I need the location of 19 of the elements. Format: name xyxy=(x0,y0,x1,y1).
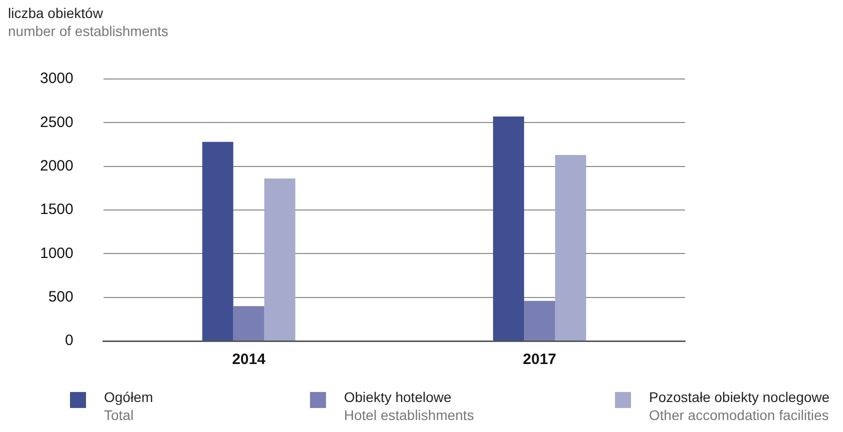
y-axis-title: liczba obiektów number of establishments xyxy=(8,4,168,40)
y-tick-label: 3000 xyxy=(40,70,74,88)
legend-label: Pozostałe obiekty noclegowe Other accomodation facilities xyxy=(649,388,830,424)
bar xyxy=(264,178,296,340)
y-tick-label: 1500 xyxy=(40,201,74,218)
bar xyxy=(493,116,524,340)
legend-label: Obiekty hotelowe Hotel establishments xyxy=(344,388,474,424)
y-tick-label: 0 xyxy=(65,332,74,350)
y-tick-label: 1000 xyxy=(40,244,74,262)
x-tick-label: 2017 xyxy=(522,351,556,368)
bar xyxy=(202,142,234,340)
bar xyxy=(524,300,556,340)
y-tick-label: 2500 xyxy=(40,114,74,131)
bar xyxy=(555,154,586,340)
legend-label: Ogółem Total xyxy=(104,388,154,424)
y-tick-label: 500 xyxy=(48,288,74,306)
x-tick-label: 2014 xyxy=(232,351,266,368)
y-tick-label: 2000 xyxy=(40,157,74,174)
bar xyxy=(233,306,264,340)
